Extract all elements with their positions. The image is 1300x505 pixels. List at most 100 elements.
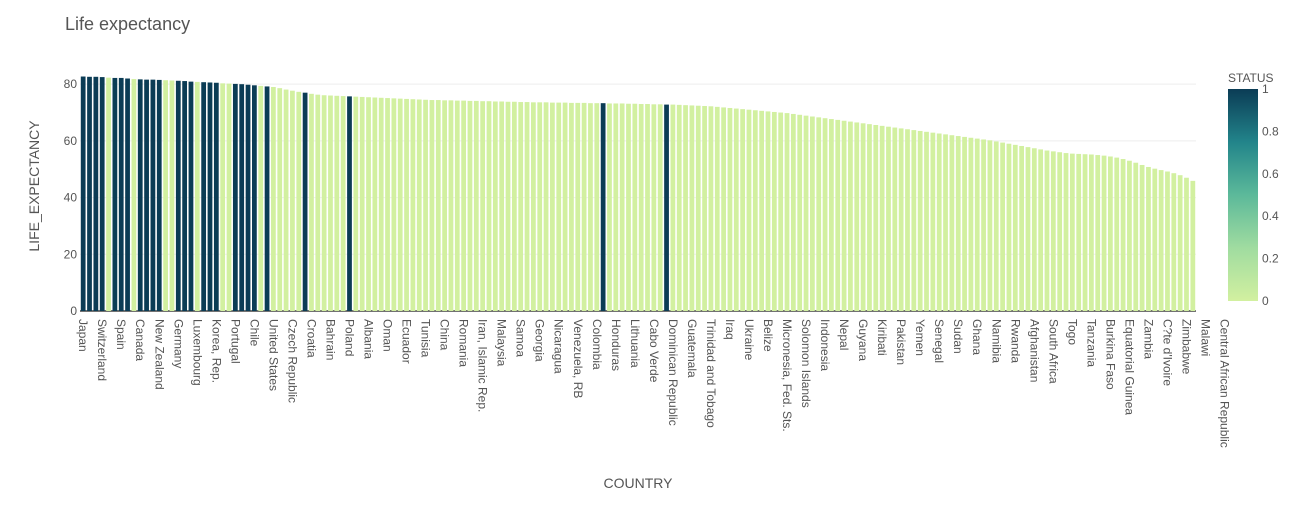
- bar[interactable]: [841, 120, 847, 311]
- bar[interactable]: [1057, 152, 1063, 311]
- bar[interactable]: [683, 105, 688, 311]
- bar[interactable]: [1000, 142, 1005, 311]
- bar[interactable]: [917, 130, 923, 311]
- bar[interactable]: [803, 115, 809, 312]
- bar[interactable]: [1133, 162, 1139, 311]
- bar[interactable]: [905, 129, 910, 311]
- bar[interactable]: [727, 107, 733, 312]
- bar[interactable]: [569, 102, 574, 311]
- bar[interactable]: [531, 102, 536, 311]
- bar[interactable]: [264, 86, 270, 311]
- bar[interactable]: [473, 100, 479, 312]
- bar[interactable]: [378, 97, 384, 311]
- bar[interactable]: [714, 106, 720, 311]
- bar[interactable]: [302, 92, 308, 312]
- bar[interactable]: [873, 125, 879, 311]
- bar[interactable]: [759, 110, 765, 311]
- bar[interactable]: [765, 111, 771, 312]
- bar[interactable]: [283, 89, 289, 311]
- bar[interactable]: [581, 102, 587, 311]
- bar[interactable]: [213, 82, 219, 311]
- bar[interactable]: [1165, 171, 1170, 312]
- bar[interactable]: [232, 83, 238, 311]
- bar[interactable]: [974, 138, 980, 311]
- bar[interactable]: [220, 83, 226, 311]
- bar[interactable]: [537, 102, 543, 311]
- bar[interactable]: [353, 96, 359, 312]
- bar[interactable]: [778, 112, 784, 311]
- bar[interactable]: [366, 97, 371, 311]
- bar[interactable]: [182, 81, 188, 311]
- bar[interactable]: [835, 119, 841, 312]
- bar[interactable]: [1120, 159, 1126, 311]
- bar[interactable]: [733, 108, 739, 311]
- bar[interactable]: [829, 119, 834, 311]
- bar[interactable]: [188, 81, 194, 312]
- bar[interactable]: [993, 141, 999, 311]
- bar[interactable]: [689, 105, 695, 311]
- bar[interactable]: [721, 107, 726, 312]
- bar[interactable]: [245, 84, 251, 312]
- bar[interactable]: [1177, 175, 1183, 311]
- bar[interactable]: [936, 133, 942, 311]
- bar[interactable]: [1019, 145, 1025, 311]
- bar[interactable]: [594, 103, 600, 311]
- bar[interactable]: [955, 136, 961, 311]
- bar[interactable]: [125, 78, 130, 311]
- bar[interactable]: [252, 85, 257, 311]
- bar[interactable]: [879, 125, 885, 311]
- bar[interactable]: [962, 136, 967, 311]
- bar[interactable]: [867, 124, 872, 312]
- bar[interactable]: [556, 102, 562, 311]
- bar[interactable]: [550, 102, 555, 311]
- bar[interactable]: [207, 82, 213, 311]
- bar[interactable]: [670, 104, 676, 311]
- bar[interactable]: [987, 140, 993, 311]
- bar[interactable]: [943, 134, 948, 311]
- bar[interactable]: [169, 80, 175, 312]
- bar[interactable]: [968, 137, 974, 311]
- bar[interactable]: [898, 128, 904, 311]
- bar[interactable]: [404, 98, 409, 311]
- bar[interactable]: [93, 76, 99, 311]
- bar[interactable]: [613, 103, 619, 312]
- bar[interactable]: [328, 95, 333, 312]
- bar[interactable]: [1006, 143, 1012, 311]
- bar[interactable]: [524, 102, 530, 311]
- bar[interactable]: [1101, 155, 1107, 311]
- bar[interactable]: [511, 101, 517, 311]
- bar[interactable]: [315, 94, 321, 311]
- bar[interactable]: [397, 98, 403, 311]
- bar[interactable]: [619, 103, 625, 312]
- bar[interactable]: [429, 100, 435, 311]
- bar[interactable]: [492, 101, 498, 311]
- bar[interactable]: [543, 102, 549, 311]
- bar[interactable]: [848, 121, 853, 311]
- bar[interactable]: [740, 109, 746, 311]
- bar[interactable]: [163, 80, 168, 312]
- bar[interactable]: [87, 76, 92, 311]
- bar[interactable]: [296, 91, 302, 311]
- bar[interactable]: [290, 90, 295, 311]
- bar[interactable]: [435, 100, 441, 311]
- bar[interactable]: [347, 96, 352, 312]
- bar[interactable]: [1127, 160, 1132, 311]
- bar[interactable]: [486, 101, 492, 311]
- bar[interactable]: [461, 100, 467, 312]
- bar[interactable]: [1146, 166, 1151, 311]
- bar[interactable]: [201, 82, 207, 311]
- bar[interactable]: [150, 79, 156, 311]
- bar[interactable]: [277, 88, 283, 312]
- bar[interactable]: [1076, 153, 1082, 311]
- bar[interactable]: [562, 102, 568, 311]
- bar[interactable]: [657, 104, 663, 311]
- bar[interactable]: [588, 103, 593, 311]
- bar[interactable]: [309, 93, 314, 311]
- bar[interactable]: [816, 117, 822, 311]
- bar[interactable]: [340, 96, 346, 311]
- bar[interactable]: [1190, 180, 1196, 311]
- bar[interactable]: [131, 79, 137, 311]
- bar[interactable]: [1044, 150, 1050, 311]
- bar[interactable]: [448, 100, 454, 311]
- bar[interactable]: [144, 79, 149, 311]
